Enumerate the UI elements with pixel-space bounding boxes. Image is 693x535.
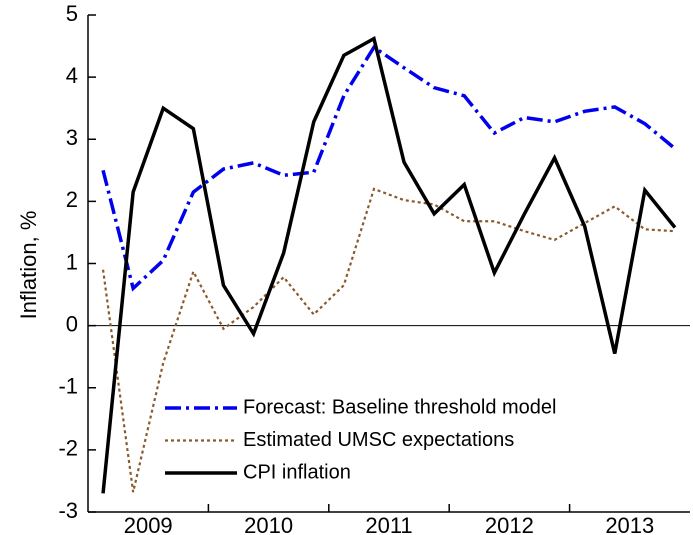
series-line	[101, 187, 676, 493]
x-tick-label: 2013	[605, 513, 654, 535]
y-tick-label: 5	[66, 1, 78, 26]
x-tick-label: 2009	[124, 513, 173, 535]
y-tick-label: -3	[58, 498, 78, 523]
y-tick-label: -2	[58, 436, 78, 461]
y-tick-label: -1	[58, 374, 78, 399]
x-tick-label: 2010	[244, 513, 293, 535]
y-tick-label: 2	[66, 187, 78, 212]
legend-label: Estimated UMSC expectations	[243, 429, 514, 451]
y-axis-label: Inflation, %	[16, 211, 41, 320]
y-tick-label: 0	[66, 311, 78, 336]
legend-label: CPI inflation	[243, 461, 351, 483]
y-tick-label: 3	[66, 125, 78, 150]
y-tick-label: 4	[66, 63, 78, 88]
x-tick-label: 2012	[485, 513, 534, 535]
y-tick-label: 1	[66, 249, 78, 274]
legend-label: Forecast: Baseline threshold model	[243, 396, 557, 418]
x-tick-label: 2011	[365, 513, 412, 535]
series-line	[101, 44, 677, 292]
series-line	[101, 35, 677, 494]
